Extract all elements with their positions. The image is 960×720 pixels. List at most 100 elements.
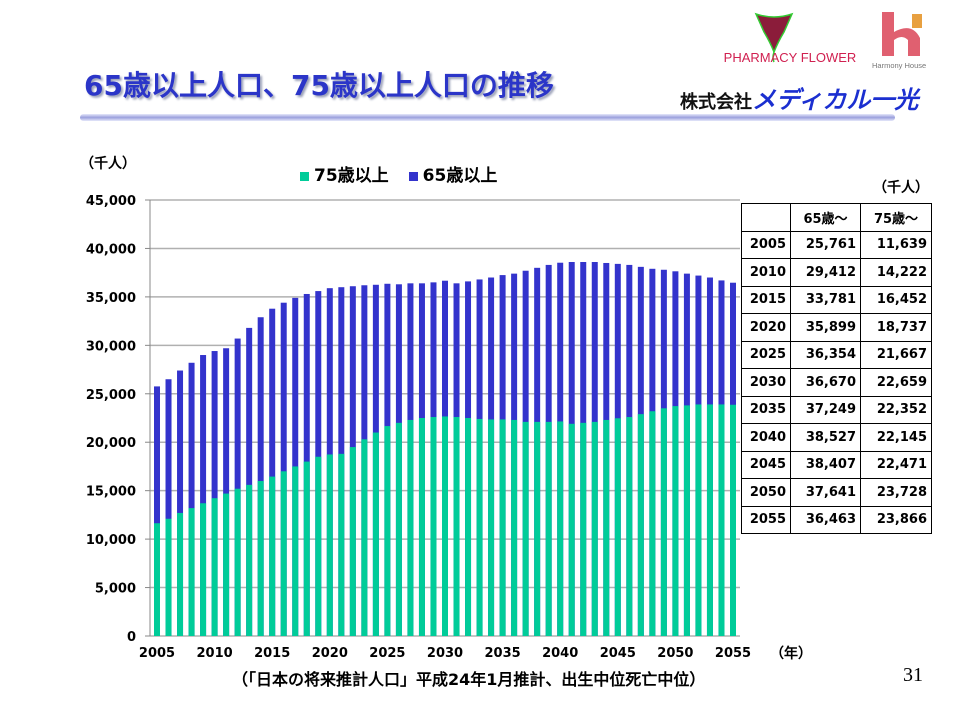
table-cell: 11,639 xyxy=(860,230,932,259)
bar-65-plus-2008 xyxy=(188,362,195,636)
bar-75-plus-2029 xyxy=(430,417,437,636)
bar-75-plus-2012 xyxy=(234,488,241,636)
bar-65-plus-2010 xyxy=(211,351,218,636)
x-tick-label: 2020 xyxy=(312,646,348,661)
harmony-house-logo: Harmony House xyxy=(872,12,926,70)
bar-65-plus-2009 xyxy=(200,355,207,636)
bar-75-plus-2049 xyxy=(660,408,667,636)
table-header-cell: 75歳～ xyxy=(860,203,932,232)
y-tick-label: 35,000 xyxy=(86,291,136,306)
y-tick-label: 40,000 xyxy=(86,242,136,257)
table-cell: 36,354 xyxy=(790,340,861,369)
y-tick-label: 30,000 xyxy=(86,339,136,354)
bar-75-plus-2008 xyxy=(188,508,195,636)
bar-75-plus-2038 xyxy=(534,421,541,636)
y-tick-label: 15,000 xyxy=(86,485,136,500)
company-name: 株式会社メディカル一光 xyxy=(680,80,918,115)
title-underline xyxy=(80,114,895,121)
table-cell: 2040 xyxy=(741,423,791,452)
bar-75-plus-2032 xyxy=(465,418,472,636)
bar-65-plus-2015 xyxy=(269,308,276,636)
x-tick-label: 2035 xyxy=(485,646,521,661)
bar-65-plus-2012 xyxy=(234,338,241,636)
table-cell: 36,670 xyxy=(790,368,861,397)
bar-75-plus-2020 xyxy=(326,454,333,636)
bar-75-plus-2039 xyxy=(545,421,552,636)
bar-75-plus-2051 xyxy=(683,405,690,636)
bar-65-plus-2013 xyxy=(246,327,253,636)
bar-75-plus-2046 xyxy=(626,417,633,636)
page-number: 31 xyxy=(903,664,923,686)
bar-75-plus-2034 xyxy=(488,419,495,636)
company-prefix: 株式会社 xyxy=(680,92,752,113)
bar-75-plus-2011 xyxy=(223,493,230,636)
table-row: 2025 36,354 21,667 xyxy=(741,340,932,369)
harmony-house-logo-text: Harmony House xyxy=(872,61,926,70)
x-tick-label: 2015 xyxy=(254,646,290,661)
bar-75-plus-2030 xyxy=(442,416,448,636)
table-cell: 37,641 xyxy=(790,478,861,507)
x-tick-label: 2055 xyxy=(715,646,751,661)
table-cell: 33,781 xyxy=(790,285,861,314)
chart-legend: 75歳以上 65歳以上 xyxy=(300,161,497,186)
table-header-row: 65歳～ 75歳～ xyxy=(741,203,932,232)
bar-65-plus-2016 xyxy=(280,302,287,636)
bar-75-plus-2040 xyxy=(557,421,564,636)
bar-75-plus-2033 xyxy=(476,418,483,636)
table-row: 2050 37,641 23,728 xyxy=(741,478,932,507)
bar-75-plus-2055 xyxy=(730,404,736,636)
table-cell: 2015 xyxy=(741,285,791,314)
bar-75-plus-2025 xyxy=(384,426,391,636)
table-cell: 18,737 xyxy=(860,313,932,342)
flower-stem-icon xyxy=(772,51,775,63)
bar-75-plus-2014 xyxy=(257,480,264,636)
table-row: 2045 38,407 22,471 xyxy=(741,450,932,479)
bar-75-plus-2024 xyxy=(372,432,379,636)
slide-title: 65歳以上人口、75歳以上人口の推移 xyxy=(84,69,554,102)
table-unit: （千人） xyxy=(873,180,929,196)
bar-75-plus-2043 xyxy=(591,421,598,636)
bar-65-plus-2014 xyxy=(257,317,264,636)
legend-label: 75歳以上 xyxy=(314,166,389,186)
y-tick-label: 5,000 xyxy=(95,582,136,597)
bar-75-plus-2036 xyxy=(511,419,518,636)
bar-65-plus-2007 xyxy=(177,370,184,636)
table-cell: 2055 xyxy=(741,505,791,534)
bar-75-plus-2054 xyxy=(718,404,725,636)
table-row: 2015 33,781 16,452 xyxy=(741,285,932,314)
table-cell: 22,471 xyxy=(860,450,932,479)
bar-75-plus-2006 xyxy=(165,518,172,636)
x-tick-label: 2005 xyxy=(139,646,175,661)
x-tick-label: 2025 xyxy=(369,646,405,661)
y-tick-label: 20,000 xyxy=(86,436,136,451)
bar-75-plus-2048 xyxy=(649,411,656,636)
bar-75-plus-2035 xyxy=(499,419,506,636)
table-header-cell: 65歳～ xyxy=(790,203,861,232)
table-cell: 2045 xyxy=(741,450,791,479)
bar-65-plus-2006 xyxy=(165,379,172,636)
bar-65-plus-2011 xyxy=(223,348,230,636)
bar-75-plus-2047 xyxy=(637,414,644,636)
table-cell: 22,659 xyxy=(860,368,932,397)
legend-swatch xyxy=(300,171,309,181)
x-tick-label: 2030 xyxy=(427,646,463,661)
legend-item-65: 65歳以上 xyxy=(408,161,497,186)
source-note: （「日本の将来推計人口」平成24年1月推計、出生中位死亡中位） xyxy=(232,670,706,689)
bar-75-plus-2052 xyxy=(695,404,702,636)
pharmacy-flower-logo: PHARMACY FLOWER xyxy=(724,12,856,65)
bar-75-plus-2017 xyxy=(292,466,299,636)
bar-75-plus-2007 xyxy=(177,512,184,636)
bar-75-plus-2018 xyxy=(303,461,310,636)
bar-75-plus-2015 xyxy=(269,476,276,636)
bar-75-plus-2050 xyxy=(672,406,679,636)
bar-75-plus-2016 xyxy=(280,471,287,636)
table-cell: 2035 xyxy=(741,395,791,424)
y-tick-label: 25,000 xyxy=(86,388,136,403)
table-row: 2005 25,761 11,639 xyxy=(741,230,932,259)
y-tick-label: 10,000 xyxy=(86,533,136,548)
legend-swatch xyxy=(408,171,418,181)
bar-75-plus-2042 xyxy=(580,422,587,636)
bar-75-plus-2045 xyxy=(614,418,621,636)
company-brand: メディカル一光 xyxy=(752,86,919,114)
